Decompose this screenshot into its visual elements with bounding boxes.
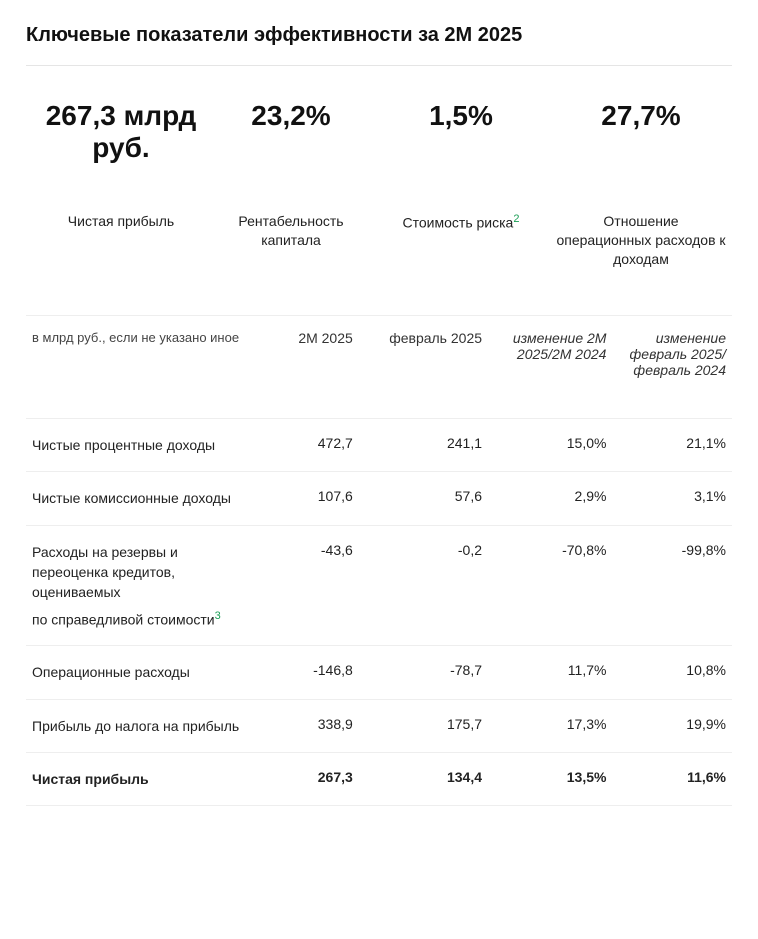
row-label: Операционные расходы	[26, 646, 250, 699]
footnote-marker: 3	[215, 610, 221, 622]
kpi-value: 23,2%	[216, 100, 366, 132]
divider	[26, 65, 732, 66]
col-header-change-feb: изменение февраль 2025/ февраль 2024	[612, 316, 732, 419]
cell: 241,1	[359, 419, 488, 472]
cell: 21,1%	[612, 419, 732, 472]
kpi-net-profit: 267,3 млрд руб.	[26, 100, 216, 164]
cell: 11,6%	[612, 753, 732, 806]
cell: 57,6	[359, 472, 488, 525]
kpi-value: 27,7%	[556, 100, 726, 132]
kpi-row: 267,3 млрд руб. 23,2% 1,5% 27,7%	[26, 100, 732, 164]
table-row: Чистые комиссионные доходы107,657,62,9%3…	[26, 472, 732, 525]
row-label: Расходы на резервы и переоценка кредитов…	[26, 525, 250, 646]
cell: 267,3	[250, 753, 359, 806]
cell: -43,6	[250, 525, 359, 646]
cell: 175,7	[359, 699, 488, 752]
col-header-metric: в млрд руб., если не указано иное	[26, 316, 250, 419]
cell: -70,8%	[488, 525, 612, 646]
table-row: Чистые процентные доходы472,7241,115,0%2…	[26, 419, 732, 472]
cell: 19,9%	[612, 699, 732, 752]
kpi-label-net-profit: Чистая прибыль	[26, 212, 216, 269]
kpi-label-cost-income-ratio: Отношение операционных расходов к дохода…	[556, 212, 726, 269]
cell: 2,9%	[488, 472, 612, 525]
col-header-2m2025: 2М 2025	[250, 316, 359, 419]
page-title: Ключевые показатели эффективности за 2М …	[26, 24, 732, 47]
financial-table: в млрд руб., если не указано иное 2М 202…	[26, 315, 732, 806]
kpi-cost-income-ratio: 27,7%	[556, 100, 726, 164]
cell: 15,0%	[488, 419, 612, 472]
kpi-labels-row: Чистая прибыль Рентабельность капитала С…	[26, 212, 732, 269]
col-header-feb2025: февраль 2025	[359, 316, 488, 419]
cell: 10,8%	[612, 646, 732, 699]
kpi-label-cost-of-risk: Стоимость риска2	[366, 212, 556, 269]
cell: 107,6	[250, 472, 359, 525]
cell: 3,1%	[612, 472, 732, 525]
cell: 13,5%	[488, 753, 612, 806]
cell: -78,7	[359, 646, 488, 699]
kpi-value: 1,5%	[366, 100, 556, 132]
footnote-marker: 2	[513, 213, 519, 225]
cell: 472,7	[250, 419, 359, 472]
cell: 17,3%	[488, 699, 612, 752]
cell: -99,8%	[612, 525, 732, 646]
row-label: Чистая прибыль	[26, 753, 250, 806]
row-label: Чистые комиссионные доходы	[26, 472, 250, 525]
table-row: Расходы на резервы и переоценка кредитов…	[26, 525, 732, 646]
kpi-label-roe: Рентабельность капитала	[216, 212, 366, 269]
cell: -146,8	[250, 646, 359, 699]
table-row: Операционные расходы-146,8-78,711,7%10,8…	[26, 646, 732, 699]
table-row: Прибыль до налога на прибыль338,9175,717…	[26, 699, 732, 752]
cell: -0,2	[359, 525, 488, 646]
row-label-subline: по справедливой стоимости3	[32, 609, 240, 630]
row-label: Чистые процентные доходы	[26, 419, 250, 472]
kpi-value: 267,3 млрд руб.	[26, 100, 216, 164]
row-label: Прибыль до налога на прибыль	[26, 699, 250, 752]
table-row: Чистая прибыль267,3134,413,5%11,6%	[26, 753, 732, 806]
kpi-roe: 23,2%	[216, 100, 366, 164]
cell: 11,7%	[488, 646, 612, 699]
cell: 134,4	[359, 753, 488, 806]
table-header-row: в млрд руб., если не указано иное 2М 202…	[26, 316, 732, 419]
cell: 338,9	[250, 699, 359, 752]
kpi-label-text: Стоимость риска	[403, 215, 514, 231]
kpi-cost-of-risk: 1,5%	[366, 100, 556, 164]
col-header-change-2m: изменение 2М 2025/2М 2024	[488, 316, 612, 419]
